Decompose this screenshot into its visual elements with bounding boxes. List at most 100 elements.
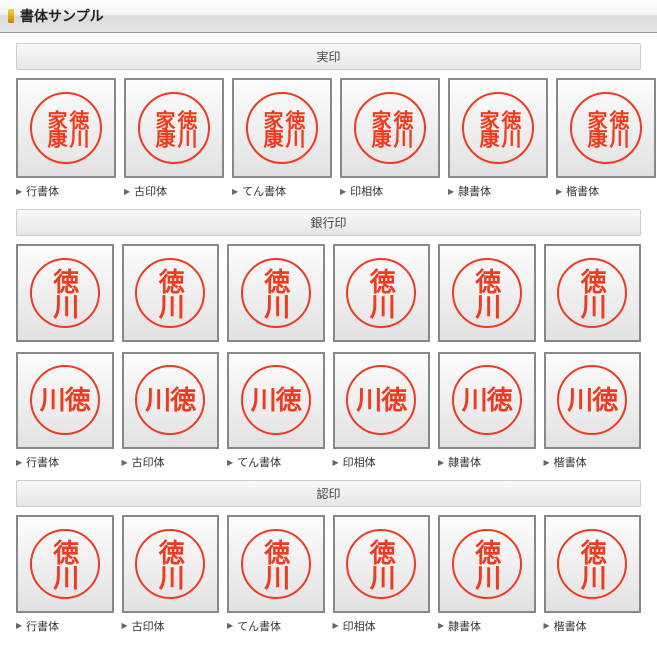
font-label-text: 行書体 bbox=[26, 454, 59, 470]
stamp-circle: 川徳 bbox=[346, 365, 416, 435]
arrow-icon: ▶ bbox=[227, 621, 233, 630]
stamp-frame[interactable]: 徳川 bbox=[227, 515, 325, 613]
font-label[interactable]: ▶行書体 bbox=[16, 454, 114, 470]
font-label-text: 印相体 bbox=[343, 454, 376, 470]
stamp-frame[interactable]: 徳川 bbox=[438, 244, 536, 342]
stamp-circle: 徳川 bbox=[346, 258, 416, 328]
stamp-cell: 徳川家康 ▶行書体 bbox=[16, 78, 116, 199]
stamp-frame[interactable]: 川徳 bbox=[333, 352, 431, 450]
stamp-text: 川徳 bbox=[567, 387, 617, 413]
stamp-text: 徳川家康 bbox=[462, 110, 534, 146]
stamp-frame[interactable]: 徳川家康 bbox=[124, 78, 224, 178]
stamp-cell: 徳川 bbox=[227, 244, 325, 342]
stamp-frame[interactable]: 徳川家康 bbox=[232, 78, 332, 178]
stamp-cell: 徳川 bbox=[438, 244, 536, 342]
stamp-text: 徳川家康 bbox=[570, 110, 642, 146]
stamp-frame[interactable]: 徳川 bbox=[122, 244, 220, 342]
section-header: 認印 bbox=[16, 480, 641, 507]
stamp-circle: 徳川家康 bbox=[138, 92, 210, 164]
stamp-circle: 川徳 bbox=[241, 365, 311, 435]
font-label[interactable]: ▶古印体 bbox=[122, 454, 220, 470]
font-label[interactable]: ▶隷書体 bbox=[448, 183, 548, 199]
stamp-cell: 川徳 ▶行書体 bbox=[16, 352, 114, 471]
font-label-text: 楷書体 bbox=[554, 618, 587, 634]
stamp-text: 徳川 bbox=[368, 539, 394, 589]
font-label[interactable]: ▶ 楷書体 bbox=[544, 618, 642, 634]
stamp-text: 徳川 bbox=[263, 268, 289, 318]
stamp-cell: 徳川家康 ▶楷書体 bbox=[556, 78, 656, 199]
stamp-frame[interactable]: 徳川家康 bbox=[16, 78, 116, 178]
arrow-icon: ▶ bbox=[544, 458, 550, 467]
stamp-text: 徳川 bbox=[52, 268, 78, 318]
arrow-icon: ▶ bbox=[544, 621, 550, 630]
font-label-text: 古印体 bbox=[134, 183, 167, 199]
stamp-circle: 徳川 bbox=[241, 258, 311, 328]
stamp-frame[interactable]: 川徳 bbox=[544, 352, 642, 450]
stamp-frame[interactable]: 徳川 bbox=[122, 515, 220, 613]
stamp-frame[interactable]: 川徳 bbox=[438, 352, 536, 450]
stamp-cell: 徳川 bbox=[122, 244, 220, 342]
stamp-frame[interactable]: 徳川家康 bbox=[448, 78, 548, 178]
stamp-cell: 徳川 ▶行書体 bbox=[16, 515, 114, 634]
stamp-frame[interactable]: 川徳 bbox=[16, 352, 114, 450]
stamp-frame[interactable]: 徳川家康 bbox=[556, 78, 656, 178]
stamp-frame[interactable]: 川徳 bbox=[122, 352, 220, 450]
stamp-cell: 徳川 ▶古印体 bbox=[122, 515, 220, 634]
font-label[interactable]: ▶隷書体 bbox=[438, 618, 536, 634]
stamp-text: 徳川 bbox=[579, 539, 605, 589]
font-label[interactable]: ▶ てん書体 bbox=[232, 183, 332, 199]
stamp-cell: 川徳 ▶隷書体 bbox=[438, 352, 536, 471]
stamp-frame[interactable]: 川徳 bbox=[227, 352, 325, 450]
font-label[interactable]: ▶てん書体 bbox=[227, 454, 325, 470]
font-label[interactable]: ▶隷書体 bbox=[438, 454, 536, 470]
arrow-icon: ▶ bbox=[340, 187, 346, 196]
font-label[interactable]: ▶行書体 bbox=[16, 183, 116, 199]
stamp-cell: 徳川 bbox=[544, 244, 642, 342]
header-marker-icon bbox=[8, 9, 14, 23]
font-label[interactable]: ▶古印体 bbox=[124, 183, 224, 199]
font-label-text: てん書体 bbox=[242, 183, 286, 199]
stamp-frame[interactable]: 徳川 bbox=[333, 244, 431, 342]
stamp-frame[interactable]: 徳川 bbox=[16, 244, 114, 342]
font-label[interactable]: ▶印相体 bbox=[340, 183, 440, 199]
stamp-frame[interactable]: 徳川 bbox=[333, 515, 431, 613]
font-label[interactable]: ▶ てん書体 bbox=[227, 618, 325, 634]
arrow-icon: ▶ bbox=[438, 458, 444, 467]
stamp-circle: 徳川家康 bbox=[246, 92, 318, 164]
section: 認印徳川▶行書体徳川▶古印体徳川▶てん書体徳川▶印相体徳川▶隷書体徳川▶楷書体 bbox=[16, 480, 641, 634]
arrow-icon: ▶ bbox=[556, 187, 562, 196]
arrow-icon: ▶ bbox=[227, 458, 233, 467]
font-label[interactable]: ▶楷書体 bbox=[556, 183, 656, 199]
font-label[interactable]: ▶ 楷書体 bbox=[544, 454, 642, 470]
font-label[interactable]: ▶印相体 bbox=[333, 454, 431, 470]
stamp-frame[interactable]: 徳川 bbox=[544, 515, 642, 613]
stamp-circle: 徳川家康 bbox=[570, 92, 642, 164]
stamp-text: 徳川 bbox=[52, 539, 78, 589]
stamp-frame[interactable]: 徳川 bbox=[227, 244, 325, 342]
stamp-circle: 徳川 bbox=[135, 258, 205, 328]
font-label-text: 隷書体 bbox=[448, 618, 481, 634]
stamp-cell: 徳川家康 ▶印相体 bbox=[340, 78, 440, 199]
arrow-icon: ▶ bbox=[333, 621, 339, 630]
stamp-cell: 川徳 ▶印相体 bbox=[333, 352, 431, 471]
stamp-cell: 徳川家康 ▶隷書体 bbox=[448, 78, 548, 199]
stamp-circle: 徳川 bbox=[346, 529, 416, 599]
stamp-frame[interactable]: 徳川家康 bbox=[340, 78, 440, 178]
stamp-frame[interactable]: 徳川 bbox=[438, 515, 536, 613]
font-label[interactable]: ▶古印体 bbox=[122, 618, 220, 634]
stamp-grid: 川徳▶行書体川徳▶古印体川徳▶てん書体川徳▶印相体川徳▶隷書体川徳▶楷書体 bbox=[16, 352, 641, 471]
stamp-frame[interactable]: 徳川 bbox=[544, 244, 642, 342]
stamp-circle: 徳川 bbox=[557, 258, 627, 328]
stamp-cell: 徳川 ▶ 楷書体 bbox=[544, 515, 642, 634]
font-label[interactable]: ▶行書体 bbox=[16, 618, 114, 634]
stamp-circle: 徳川 bbox=[30, 529, 100, 599]
arrow-icon: ▶ bbox=[232, 187, 238, 196]
stamp-text: 徳川家康 bbox=[246, 110, 318, 146]
font-label[interactable]: ▶印相体 bbox=[333, 618, 431, 634]
font-label-text: 楷書体 bbox=[554, 454, 587, 470]
page-header: 書体サンプル bbox=[0, 0, 657, 33]
font-label-text: てん書体 bbox=[237, 618, 281, 634]
stamp-circle: 川徳 bbox=[135, 365, 205, 435]
stamp-frame[interactable]: 徳川 bbox=[16, 515, 114, 613]
stamp-grid: 徳川家康▶行書体徳川家康▶古印体徳川家康▶てん書体徳川家康▶印相体徳川家康▶隷書… bbox=[16, 78, 641, 199]
